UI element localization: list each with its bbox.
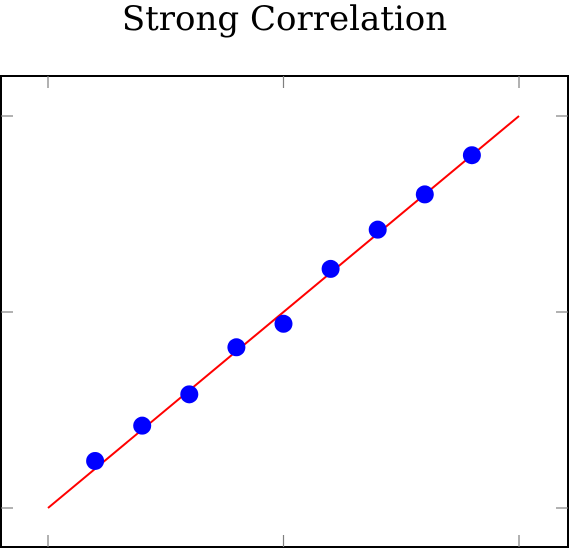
chart-title: Strong Correlation xyxy=(122,0,447,39)
data-point-7 xyxy=(368,220,387,239)
data-point-3 xyxy=(180,385,199,404)
axis-ticks xyxy=(1,76,568,547)
data-point-1 xyxy=(86,451,105,470)
data-point-2 xyxy=(133,416,152,435)
fit-line-layer xyxy=(47,115,520,509)
data-point-8 xyxy=(415,185,434,204)
data-point-5 xyxy=(274,314,293,333)
data-point-9 xyxy=(462,146,481,165)
data-point-4 xyxy=(227,338,246,357)
fit-line xyxy=(47,115,520,509)
points-layer xyxy=(86,146,481,470)
data-point-6 xyxy=(321,259,340,278)
